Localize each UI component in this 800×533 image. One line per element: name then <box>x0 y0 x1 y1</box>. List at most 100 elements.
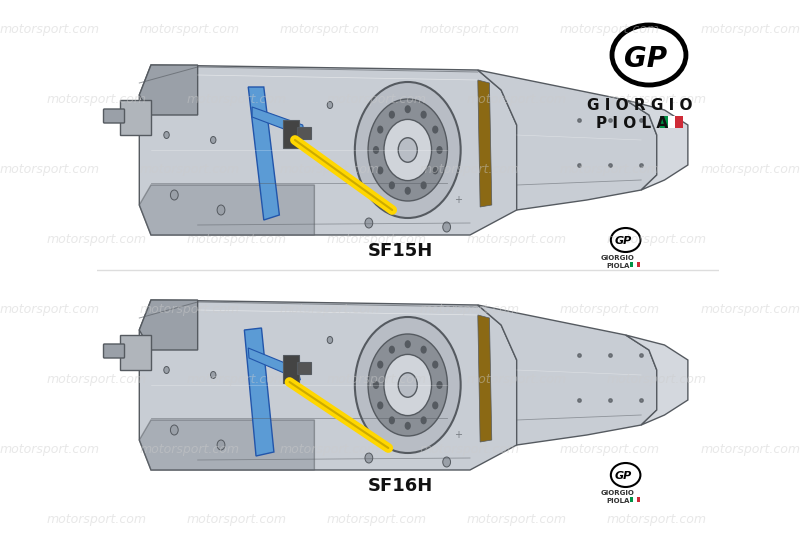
Bar <box>660 116 668 128</box>
Text: motorsport.com: motorsport.com <box>466 233 566 246</box>
Text: G I O R G I O: G I O R G I O <box>587 98 692 112</box>
Polygon shape <box>139 300 517 470</box>
Circle shape <box>389 181 395 189</box>
Circle shape <box>170 190 178 200</box>
Text: motorsport.com: motorsport.com <box>606 93 706 107</box>
Polygon shape <box>139 65 517 235</box>
Polygon shape <box>478 305 657 445</box>
Text: motorsport.com: motorsport.com <box>0 443 100 456</box>
Circle shape <box>377 361 383 369</box>
Circle shape <box>405 105 411 113</box>
Text: motorsport.com: motorsport.com <box>280 23 380 36</box>
Circle shape <box>384 354 431 416</box>
Polygon shape <box>248 348 300 380</box>
Circle shape <box>405 187 411 195</box>
Polygon shape <box>626 335 688 425</box>
Circle shape <box>170 425 178 435</box>
Circle shape <box>421 346 426 354</box>
Bar <box>637 262 640 267</box>
Text: motorsport.com: motorsport.com <box>46 233 146 246</box>
Text: +: + <box>454 195 462 205</box>
Text: motorsport.com: motorsport.com <box>0 164 100 176</box>
Polygon shape <box>120 335 151 370</box>
Text: GP: GP <box>614 471 632 481</box>
Text: GIORGIO: GIORGIO <box>601 490 634 496</box>
Text: motorsport.com: motorsport.com <box>326 513 426 527</box>
Text: motorsport.com: motorsport.com <box>186 513 286 527</box>
Circle shape <box>217 440 225 450</box>
Text: motorsport.com: motorsport.com <box>326 374 426 386</box>
Polygon shape <box>139 300 198 350</box>
Text: motorsport.com: motorsport.com <box>420 23 520 36</box>
Circle shape <box>384 119 431 181</box>
Text: SF15H: SF15H <box>367 242 433 260</box>
Text: motorsport.com: motorsport.com <box>186 374 286 386</box>
Text: SF16H: SF16H <box>367 477 433 495</box>
Circle shape <box>327 336 333 343</box>
Circle shape <box>421 416 426 424</box>
Text: motorsport.com: motorsport.com <box>466 374 566 386</box>
Polygon shape <box>139 185 314 235</box>
Circle shape <box>421 111 426 119</box>
Text: motorsport.com: motorsport.com <box>140 303 240 317</box>
Bar <box>634 262 637 267</box>
Circle shape <box>389 416 395 424</box>
Circle shape <box>210 372 216 378</box>
Text: motorsport.com: motorsport.com <box>46 513 146 527</box>
Text: motorsport.com: motorsport.com <box>280 164 380 176</box>
Bar <box>630 497 634 502</box>
Bar <box>634 497 637 502</box>
Text: motorsport.com: motorsport.com <box>186 233 286 246</box>
Text: motorsport.com: motorsport.com <box>606 233 706 246</box>
Bar <box>675 116 683 128</box>
Bar <box>637 497 640 502</box>
Circle shape <box>377 401 383 409</box>
Polygon shape <box>478 315 492 442</box>
Circle shape <box>432 126 438 134</box>
Bar <box>668 116 675 128</box>
Text: motorsport.com: motorsport.com <box>46 93 146 107</box>
Circle shape <box>389 111 395 119</box>
Text: motorsport.com: motorsport.com <box>700 23 800 36</box>
Polygon shape <box>478 70 657 210</box>
Circle shape <box>368 334 447 436</box>
Polygon shape <box>248 87 279 220</box>
Circle shape <box>210 136 216 143</box>
Circle shape <box>398 138 418 162</box>
Text: motorsport.com: motorsport.com <box>186 93 286 107</box>
Polygon shape <box>252 107 305 137</box>
Bar <box>283 355 299 383</box>
Text: motorsport.com: motorsport.com <box>606 513 706 527</box>
Circle shape <box>164 367 170 374</box>
Circle shape <box>436 146 442 154</box>
Circle shape <box>377 166 383 174</box>
Circle shape <box>389 346 395 354</box>
Text: motorsport.com: motorsport.com <box>0 23 100 36</box>
Circle shape <box>432 166 438 174</box>
Circle shape <box>365 453 373 463</box>
Circle shape <box>217 205 225 215</box>
Circle shape <box>398 373 418 397</box>
Text: motorsport.com: motorsport.com <box>46 374 146 386</box>
Text: PIOLA: PIOLA <box>606 263 630 269</box>
Text: motorsport.com: motorsport.com <box>606 374 706 386</box>
Circle shape <box>442 457 450 467</box>
Text: motorsport.com: motorsport.com <box>560 303 660 317</box>
Text: motorsport.com: motorsport.com <box>560 164 660 176</box>
Text: motorsport.com: motorsport.com <box>140 23 240 36</box>
Text: PIOLA: PIOLA <box>606 498 630 504</box>
Text: motorsport.com: motorsport.com <box>700 443 800 456</box>
Circle shape <box>405 340 411 348</box>
Text: motorsport.com: motorsport.com <box>420 443 520 456</box>
Circle shape <box>373 381 379 389</box>
Text: motorsport.com: motorsport.com <box>420 164 520 176</box>
Text: motorsport.com: motorsport.com <box>700 303 800 317</box>
Text: motorsport.com: motorsport.com <box>466 93 566 107</box>
Circle shape <box>365 218 373 228</box>
Circle shape <box>327 101 333 109</box>
Circle shape <box>442 222 450 232</box>
Text: motorsport.com: motorsport.com <box>280 443 380 456</box>
Text: motorsport.com: motorsport.com <box>420 303 520 317</box>
Polygon shape <box>139 420 314 470</box>
Circle shape <box>436 381 442 389</box>
